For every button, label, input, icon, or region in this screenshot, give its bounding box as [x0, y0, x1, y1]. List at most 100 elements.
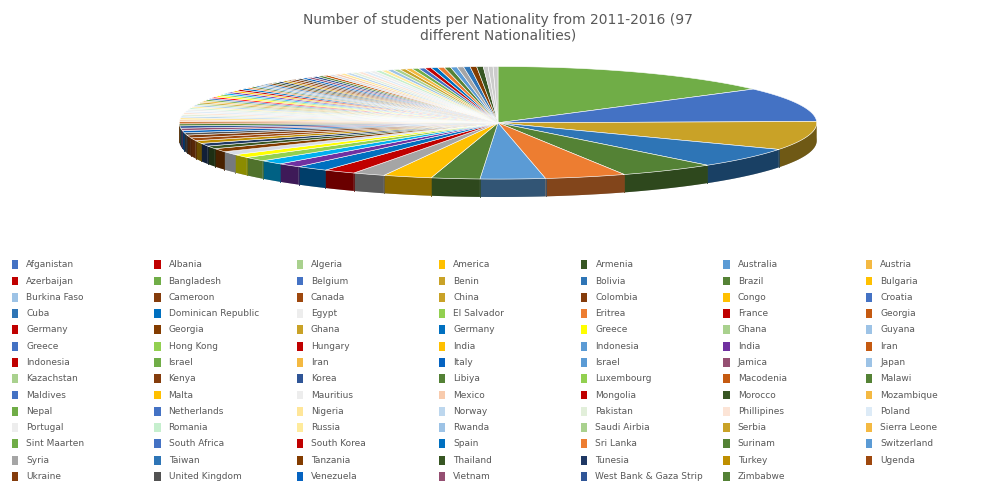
- Polygon shape: [179, 123, 498, 128]
- Polygon shape: [354, 123, 498, 175]
- Text: Cuba: Cuba: [26, 309, 50, 318]
- Text: Italy: Italy: [453, 358, 473, 367]
- Bar: [439, 439, 445, 448]
- Bar: [723, 456, 730, 464]
- Bar: [297, 423, 303, 432]
- Text: Mauritius: Mauritius: [311, 391, 353, 400]
- Polygon shape: [235, 123, 498, 157]
- Polygon shape: [180, 123, 498, 130]
- Polygon shape: [263, 161, 280, 182]
- Polygon shape: [193, 105, 498, 123]
- Bar: [439, 456, 445, 464]
- Bar: [297, 472, 303, 481]
- Polygon shape: [477, 66, 498, 123]
- Bar: [12, 374, 18, 383]
- Polygon shape: [195, 104, 498, 123]
- Polygon shape: [215, 149, 224, 170]
- Bar: [723, 277, 730, 285]
- Polygon shape: [363, 71, 498, 123]
- Polygon shape: [211, 97, 498, 123]
- Polygon shape: [184, 123, 498, 135]
- Text: Ugenda: Ugenda: [880, 456, 915, 464]
- Bar: [154, 325, 160, 335]
- Bar: [723, 309, 730, 318]
- Polygon shape: [291, 79, 498, 123]
- Bar: [866, 439, 872, 448]
- Polygon shape: [263, 84, 498, 123]
- Bar: [154, 374, 160, 383]
- Bar: [12, 439, 18, 448]
- Polygon shape: [179, 120, 498, 123]
- Text: Vietnam: Vietnam: [453, 472, 491, 481]
- Polygon shape: [263, 123, 498, 164]
- Polygon shape: [195, 123, 498, 143]
- Text: Portugal: Portugal: [26, 423, 64, 432]
- Polygon shape: [246, 88, 498, 123]
- Polygon shape: [236, 90, 498, 123]
- Polygon shape: [418, 68, 498, 123]
- Text: Korea: Korea: [311, 374, 337, 383]
- Polygon shape: [498, 66, 753, 123]
- Text: Spain: Spain: [453, 439, 478, 448]
- Polygon shape: [424, 68, 498, 123]
- Bar: [154, 391, 160, 400]
- Polygon shape: [437, 67, 498, 123]
- Polygon shape: [258, 85, 498, 123]
- Polygon shape: [369, 71, 498, 123]
- Bar: [12, 341, 18, 351]
- Text: Romania: Romania: [168, 423, 208, 432]
- Text: Israel: Israel: [596, 358, 621, 367]
- Bar: [581, 472, 588, 481]
- Polygon shape: [431, 67, 498, 123]
- Polygon shape: [463, 67, 498, 123]
- Polygon shape: [393, 69, 498, 123]
- Polygon shape: [201, 101, 498, 123]
- Polygon shape: [267, 83, 498, 123]
- Bar: [154, 407, 160, 416]
- Bar: [723, 407, 730, 416]
- Polygon shape: [498, 89, 817, 123]
- Bar: [439, 374, 445, 383]
- Text: Brazil: Brazil: [738, 277, 763, 285]
- Polygon shape: [323, 75, 498, 123]
- Text: Luxembourg: Luxembourg: [596, 374, 652, 383]
- Bar: [439, 260, 445, 269]
- Text: Russia: Russia: [311, 423, 340, 432]
- Polygon shape: [272, 82, 498, 123]
- Text: Cameroon: Cameroon: [168, 293, 215, 302]
- Polygon shape: [707, 150, 779, 183]
- Text: Bulgaria: Bulgaria: [880, 277, 917, 285]
- Bar: [581, 325, 588, 335]
- Text: Germany: Germany: [453, 325, 495, 335]
- Bar: [154, 358, 160, 367]
- Text: Ghana: Ghana: [738, 325, 767, 335]
- Text: Bolivia: Bolivia: [596, 277, 625, 285]
- Text: America: America: [453, 260, 491, 269]
- Bar: [154, 439, 160, 448]
- Polygon shape: [247, 157, 263, 179]
- Text: Kenya: Kenya: [168, 374, 196, 383]
- Polygon shape: [480, 123, 546, 179]
- Polygon shape: [201, 123, 498, 146]
- Text: Congo: Congo: [738, 293, 767, 302]
- Polygon shape: [498, 123, 624, 179]
- Polygon shape: [431, 178, 480, 197]
- Polygon shape: [182, 123, 498, 133]
- Bar: [723, 358, 730, 367]
- Bar: [297, 358, 303, 367]
- Text: Maldives: Maldives: [26, 391, 66, 400]
- Polygon shape: [250, 87, 498, 123]
- Text: Netherlands: Netherlands: [168, 407, 224, 416]
- Polygon shape: [470, 66, 498, 123]
- Bar: [581, 341, 588, 351]
- Polygon shape: [180, 116, 498, 123]
- Bar: [12, 309, 18, 318]
- Ellipse shape: [179, 85, 817, 197]
- Bar: [723, 325, 730, 335]
- Bar: [866, 325, 872, 335]
- Polygon shape: [181, 114, 498, 123]
- Bar: [723, 293, 730, 302]
- Polygon shape: [498, 122, 817, 150]
- Polygon shape: [457, 67, 498, 123]
- Polygon shape: [277, 82, 498, 123]
